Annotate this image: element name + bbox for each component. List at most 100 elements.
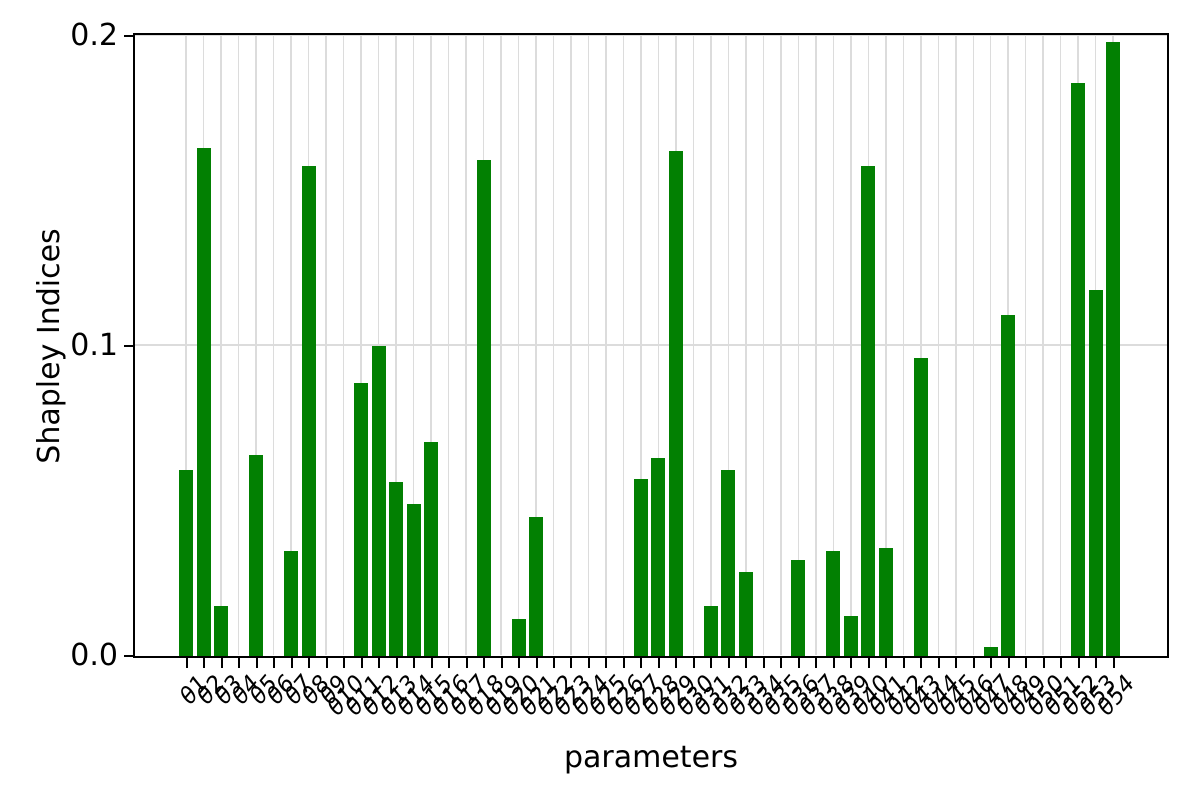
x-tick-mark (238, 658, 241, 668)
x-tick-mark (867, 658, 870, 668)
bar-θ8 (301, 166, 316, 656)
x-gridline (290, 35, 292, 655)
x-tick-mark (185, 658, 188, 668)
y-gridline (135, 35, 1167, 36)
x-tick-mark (273, 658, 276, 668)
x-tick-mark (395, 658, 398, 668)
x-gridline (850, 35, 852, 655)
bar-θ40 (861, 166, 876, 656)
bar-θ39 (843, 615, 858, 656)
x-tick-mark (657, 658, 660, 668)
x-tick-mark (448, 658, 451, 668)
x-tick-mark (535, 658, 538, 668)
x-tick-mark (710, 658, 713, 668)
x-gridline (832, 35, 835, 655)
x-gridline (710, 35, 712, 655)
x-tick-mark (1042, 658, 1045, 668)
x-gridline (1042, 35, 1044, 655)
x-tick-mark (1007, 658, 1010, 668)
x-gridline (430, 35, 432, 655)
x-tick-mark (430, 658, 433, 668)
x-gridline (692, 35, 695, 655)
bar-θ11 (354, 383, 369, 656)
x-gridline (989, 35, 992, 655)
x-tick-mark (465, 658, 468, 668)
x-gridline (500, 35, 502, 655)
plot-inner (135, 35, 1167, 656)
x-gridline (220, 35, 222, 655)
x-gridline (535, 35, 537, 655)
bar-θ1 (179, 470, 194, 656)
x-tick-mark (378, 658, 381, 668)
bar-θ15 (424, 442, 439, 656)
x-axis-label: parameters (563, 740, 738, 775)
bar-θ13 (389, 482, 404, 656)
bar-θ21 (529, 516, 543, 656)
bar-θ43 (913, 358, 928, 656)
bar-θ12 (371, 346, 386, 656)
x-tick-mark (1025, 658, 1028, 668)
x-gridline (815, 35, 817, 655)
x-tick-mark (203, 658, 206, 668)
x-tick-mark (972, 658, 975, 668)
y-tick-mark (124, 344, 133, 347)
x-gridline (920, 35, 922, 655)
x-gridline (972, 35, 974, 655)
x-gridline (622, 35, 625, 655)
x-tick-mark (675, 658, 678, 668)
x-tick-mark (605, 658, 608, 668)
x-gridline (447, 35, 450, 655)
x-gridline (640, 35, 642, 655)
x-tick-mark (920, 658, 923, 668)
x-gridline (517, 35, 520, 655)
y-tick-label: 0.1 (70, 327, 118, 363)
bar-θ14 (406, 504, 421, 656)
bar-θ32 (721, 470, 736, 656)
x-tick-mark (1095, 658, 1098, 668)
bar-θ48 (1001, 315, 1016, 656)
x-tick-mark (815, 658, 818, 668)
x-tick-mark (692, 658, 695, 668)
y-gridline (135, 344, 1167, 346)
x-tick-mark (1112, 658, 1115, 668)
x-gridline (465, 35, 467, 655)
x-gridline (780, 35, 782, 655)
bar-θ2 (196, 147, 211, 656)
x-tick-mark (832, 658, 835, 668)
bar-θ27 (633, 479, 648, 656)
bar-θ33 (738, 572, 753, 656)
bar-θ20 (511, 618, 526, 656)
bar-θ18 (476, 160, 491, 656)
x-gridline (657, 35, 660, 655)
x-tick-mark (290, 658, 293, 668)
x-gridline (237, 35, 240, 655)
x-gridline (255, 35, 257, 655)
x-tick-mark (483, 658, 486, 668)
bar-θ38 (826, 550, 841, 656)
x-gridline (937, 35, 940, 655)
x-tick-mark (518, 658, 520, 668)
bar-θ5 (249, 454, 264, 656)
x-tick-mark (885, 658, 888, 668)
x-gridline (745, 35, 747, 655)
x-tick-mark (413, 658, 416, 668)
x-gridline (377, 35, 380, 655)
x-tick-mark (587, 658, 590, 668)
x-tick-mark (762, 658, 765, 668)
x-tick-mark (500, 658, 503, 668)
x-tick-mark (850, 658, 853, 668)
x-tick-mark (325, 658, 328, 668)
x-tick-mark (343, 658, 346, 668)
x-gridline (885, 35, 887, 655)
bar-θ41 (878, 547, 893, 656)
y-tick-label: 0.2 (70, 17, 118, 53)
y-tick-label: 0.0 (70, 637, 118, 673)
x-gridline (325, 35, 327, 655)
x-gridline (412, 35, 415, 655)
x-tick-mark (622, 658, 625, 668)
x-gridline (902, 35, 905, 655)
x-gridline (342, 35, 345, 655)
y-tick-mark (124, 654, 133, 657)
x-tick-mark (308, 658, 311, 668)
